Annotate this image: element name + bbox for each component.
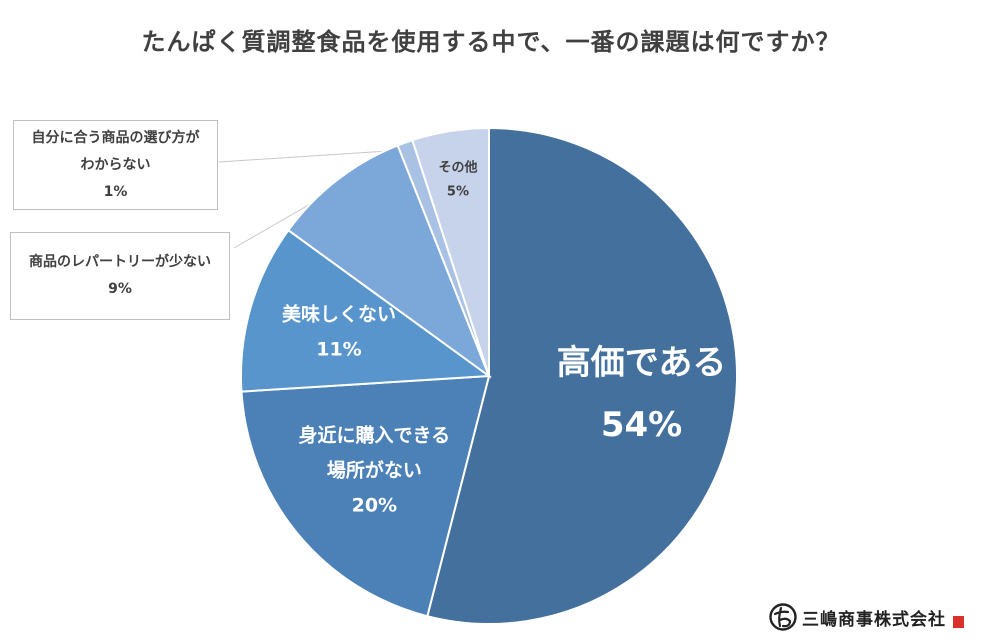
pie-slice-2 — [240, 374, 491, 618]
slice-value-label: 5% — [447, 185, 469, 200]
red-seal-icon — [953, 616, 964, 628]
callout-few-varieties: 商品のレパートリーが少ない 9% — [10, 232, 230, 320]
chart-title: たんぱく質調整食品を使用する中で、一番の課題は何ですか？ — [141, 28, 841, 56]
pie-slice-6 — [411, 126, 490, 377]
callout-label-line-1: 商品のレパートリーが少ない — [29, 254, 211, 270]
slice-category-label: 身近に購入できる — [299, 423, 451, 446]
company-logo: 三嶋商事株式会社 — [768, 602, 964, 632]
slice-category-label: 高価である — [557, 343, 727, 383]
pie-slices — [240, 126, 738, 625]
company-name: 三嶋商事株式会社 — [802, 609, 946, 630]
callout-selection-difficulty: 自分に合う商品の選び方が わからない 1% — [13, 120, 218, 210]
slice-value-label: 20% — [352, 494, 397, 516]
pie-slice-1 — [426, 126, 738, 625]
callout-label-line-2: わからない — [80, 157, 151, 173]
callout-value: 1% — [103, 184, 128, 200]
leader-line — [218, 149, 408, 163]
slice-category-label: その他 — [438, 160, 477, 176]
slice-value-label: 54% — [601, 405, 682, 445]
pie-slice-4 — [286, 144, 492, 379]
callout-label-line-1: 自分に合う商品の選び方が — [31, 130, 200, 146]
slice-value-label: 11% — [316, 338, 361, 360]
slice-category-label: 場所がない — [327, 458, 422, 481]
slice-category-label: 美味しくない — [282, 302, 396, 325]
brand-mark-icon — [769, 603, 797, 631]
pie-slice-3 — [240, 228, 492, 393]
callout-value: 9% — [108, 281, 132, 297]
